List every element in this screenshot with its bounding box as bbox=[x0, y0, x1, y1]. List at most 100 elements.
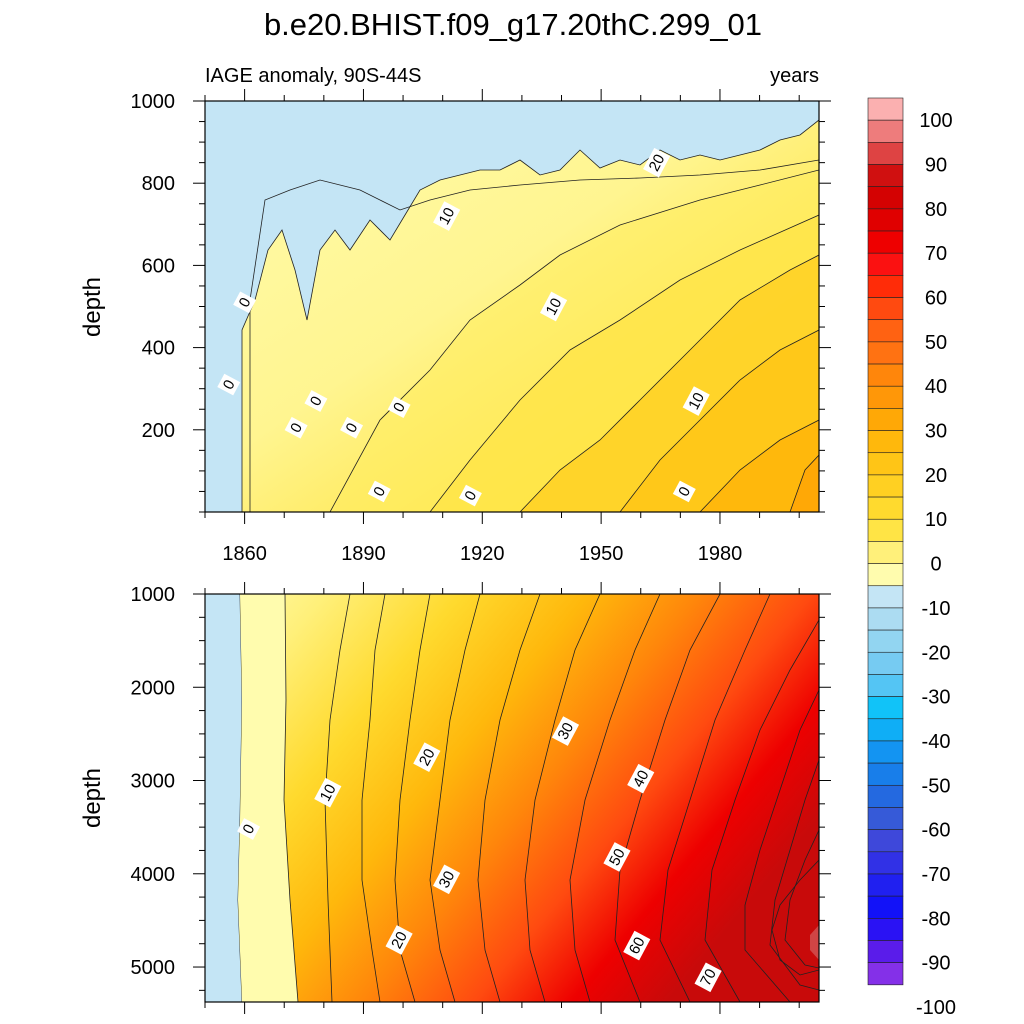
contour-label-box bbox=[314, 777, 342, 808]
bottom-contour-70 bbox=[784, 829, 819, 969]
top-contour-label: 10 bbox=[540, 291, 568, 322]
x-tick-label: 1890 bbox=[341, 543, 386, 565]
bottom-contour-label: 0 bbox=[237, 818, 261, 840]
bottom-contour-label: 20 bbox=[385, 925, 413, 955]
colorbar-label: -60 bbox=[922, 820, 951, 842]
top-contour-label: 0 bbox=[367, 480, 391, 503]
colorbar-swatch bbox=[867, 230, 904, 254]
colorbar-swatch bbox=[867, 940, 904, 963]
bottom-contour-25 bbox=[429, 594, 481, 1002]
colorbar-swatch bbox=[867, 119, 904, 143]
colorbar-label: -100 bbox=[916, 997, 956, 1019]
colorbar-swatch bbox=[867, 895, 904, 919]
colorbar-swatch bbox=[867, 718, 904, 742]
bottom-contour-5 bbox=[283, 594, 299, 1002]
colorbar-swatch bbox=[867, 97, 904, 121]
colorbar-label: 80 bbox=[925, 199, 947, 221]
contour-label-box bbox=[623, 930, 651, 961]
colorbar-label: 30 bbox=[925, 421, 947, 443]
top-contour-label: 10 bbox=[682, 386, 710, 416]
colorbar-swatch bbox=[867, 585, 904, 609]
colorbar-swatch bbox=[867, 385, 904, 409]
colorbar-swatch bbox=[867, 762, 904, 786]
bottom-panel-axes: 1000 2000 3000 4000 5000 bbox=[131, 582, 831, 1014]
top-contour-10 bbox=[329, 169, 819, 512]
colorbar-label: -90 bbox=[922, 953, 951, 975]
colorbar-swatch bbox=[867, 275, 904, 298]
colorbar: 1009080706050403020100-10-20-30-40-50-60… bbox=[867, 97, 956, 1019]
colorbar-swatch bbox=[867, 430, 904, 454]
contour-label-text: 10 bbox=[317, 782, 340, 805]
top-panel-frame bbox=[204, 100, 820, 513]
colorbar-swatch bbox=[867, 607, 904, 631]
contour-label-box bbox=[387, 396, 411, 419]
colorbar-swatch bbox=[867, 962, 904, 986]
contour-label-text: 10 bbox=[685, 390, 708, 413]
bottom-core-inner bbox=[810, 925, 819, 960]
top-shading-30-35 bbox=[700, 420, 819, 512]
colorbar-swatch bbox=[867, 807, 904, 830]
colorbar-label: 70 bbox=[925, 243, 947, 265]
bottom-y-tick-label: 1000 bbox=[131, 584, 176, 606]
contour-label-text: 50 bbox=[606, 846, 629, 869]
top-contour-35 bbox=[789, 454, 819, 512]
colorbar-label: -70 bbox=[922, 864, 951, 886]
subtitle-right: years bbox=[770, 65, 819, 87]
bottom-negative-region bbox=[205, 594, 243, 1002]
colorbar-label: 0 bbox=[930, 554, 941, 576]
chart-title: b.e20.BHIST.f09_g17.20thC.299_01 bbox=[264, 7, 762, 42]
x-tick-label: 1860 bbox=[222, 543, 267, 565]
colorbar-label: -20 bbox=[922, 642, 951, 664]
bottom-contour-label: 60 bbox=[623, 930, 651, 961]
bottom-y-tick-label: 3000 bbox=[131, 771, 176, 793]
bottom-contour-55 bbox=[704, 619, 819, 1002]
top-y-tick-label: 800 bbox=[142, 173, 175, 195]
top-contour-25 bbox=[619, 329, 819, 512]
colorbar-label: -50 bbox=[922, 775, 951, 797]
bottom-contour-60 bbox=[744, 689, 819, 1002]
contour-label-box bbox=[340, 416, 364, 439]
top-contour-30 bbox=[699, 419, 819, 512]
bottom-contour-label: 30 bbox=[551, 716, 580, 746]
bottom-panel-frame bbox=[204, 593, 820, 1003]
bottom-contour-label: 30 bbox=[433, 864, 461, 895]
top-contour-label: 0 bbox=[217, 373, 241, 396]
top-contour-label: 0 bbox=[304, 390, 328, 412]
bottom-contour-50 bbox=[659, 594, 771, 1002]
contour-label-box bbox=[627, 763, 655, 794]
contour-label-box bbox=[682, 386, 710, 416]
contour-label-text: 10 bbox=[543, 295, 566, 318]
bottom-y-tick-label: 5000 bbox=[131, 957, 176, 979]
bottom-contour-labels: 0 10 20 30 40 20 30 50 60 70 bbox=[237, 716, 722, 993]
top-contour-5 bbox=[249, 159, 819, 512]
subtitle-left: IAGE anomaly, 90S-44S bbox=[205, 65, 421, 87]
colorbar-swatch bbox=[867, 829, 904, 853]
colorbar-label: 20 bbox=[925, 465, 947, 487]
contour-label-text: 20 bbox=[646, 152, 669, 175]
top-contour-label: 0 bbox=[340, 416, 364, 439]
top-negative-region bbox=[205, 101, 819, 512]
contour-label-box bbox=[304, 390, 328, 412]
bottom-panel-field bbox=[205, 594, 819, 1002]
top-contour-label: 0 bbox=[387, 396, 411, 419]
colorbar-label: 40 bbox=[925, 376, 947, 398]
contour-label-box bbox=[540, 291, 568, 322]
contour-label-text: 20 bbox=[416, 746, 439, 769]
colorbar-swatch bbox=[867, 496, 904, 520]
top-contour-label: 0 bbox=[672, 480, 696, 503]
top-y-tick-label: 600 bbox=[142, 255, 175, 277]
colorbar-swatch bbox=[867, 452, 904, 476]
colorbar-swatch bbox=[867, 674, 904, 697]
colorbar-swatch bbox=[867, 164, 904, 187]
bottom-y-tick-label: 2000 bbox=[131, 677, 176, 699]
colorbar-swatch bbox=[867, 363, 904, 387]
bottom-contour-label: 70 bbox=[694, 962, 722, 993]
colorbar-swatch bbox=[867, 186, 904, 210]
contour-label-box bbox=[233, 291, 257, 314]
contour-label-text: 20 bbox=[388, 929, 411, 952]
colorbar-label: -40 bbox=[922, 731, 951, 753]
bottom-panel: 0 10 20 30 40 20 30 50 60 70 1000 2000 3000 4000 5000… bbox=[79, 582, 831, 1014]
